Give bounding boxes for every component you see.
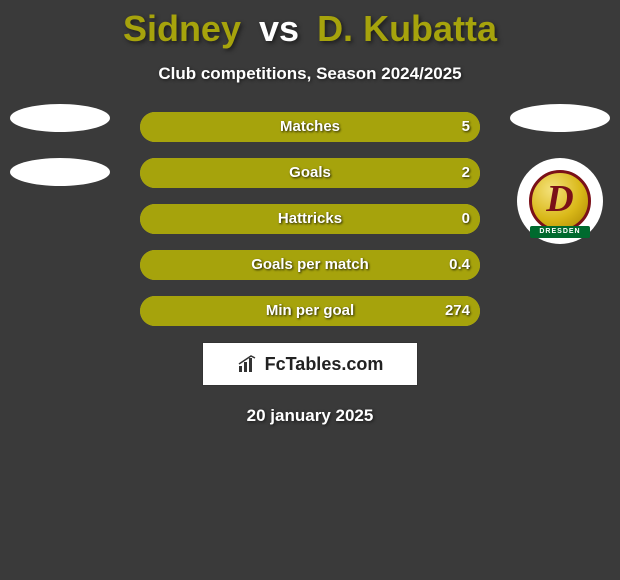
page-title: Sidney vs D. Kubatta: [0, 0, 620, 50]
brand-chart-icon: [237, 354, 259, 374]
subtitle: Club competitions, Season 2024/2025: [0, 64, 620, 84]
stat-value-right: 274: [445, 296, 470, 326]
brand-box[interactable]: FcTables.com: [202, 342, 418, 386]
stat-value-right: 0.4: [449, 250, 470, 280]
club-letter: D: [546, 180, 573, 218]
left-club-logo-placeholder: [10, 158, 110, 186]
right-player-avatar-placeholder: [510, 104, 610, 132]
vs-text: vs: [259, 8, 299, 49]
club-ribbon: DRESDEN: [530, 226, 590, 238]
date-text: 20 january 2025: [0, 406, 620, 426]
stat-row: Hattricks0: [140, 204, 480, 234]
stat-label: Goals per match: [140, 250, 480, 280]
stat-label: Min per goal: [140, 296, 480, 326]
stat-row: Goals2: [140, 158, 480, 188]
stat-value-right: 5: [462, 112, 470, 142]
stat-value-right: 0: [462, 204, 470, 234]
left-player-badges: [10, 104, 110, 212]
stat-label: Hattricks: [140, 204, 480, 234]
brand-text: FcTables.com: [265, 354, 384, 375]
right-club-logo: D DRESDEN: [517, 158, 603, 244]
club-shield: D: [529, 170, 591, 232]
player2-name: D. Kubatta: [317, 8, 497, 49]
left-player-avatar-placeholder: [10, 104, 110, 132]
stat-value-right: 2: [462, 158, 470, 188]
stat-row: Goals per match0.4: [140, 250, 480, 280]
player1-name: Sidney: [123, 8, 241, 49]
stat-label: Matches: [140, 112, 480, 142]
right-player-badges: D DRESDEN: [510, 104, 610, 244]
stat-row: Min per goal274: [140, 296, 480, 326]
stat-label: Goals: [140, 158, 480, 188]
stat-row: Matches5: [140, 112, 480, 142]
